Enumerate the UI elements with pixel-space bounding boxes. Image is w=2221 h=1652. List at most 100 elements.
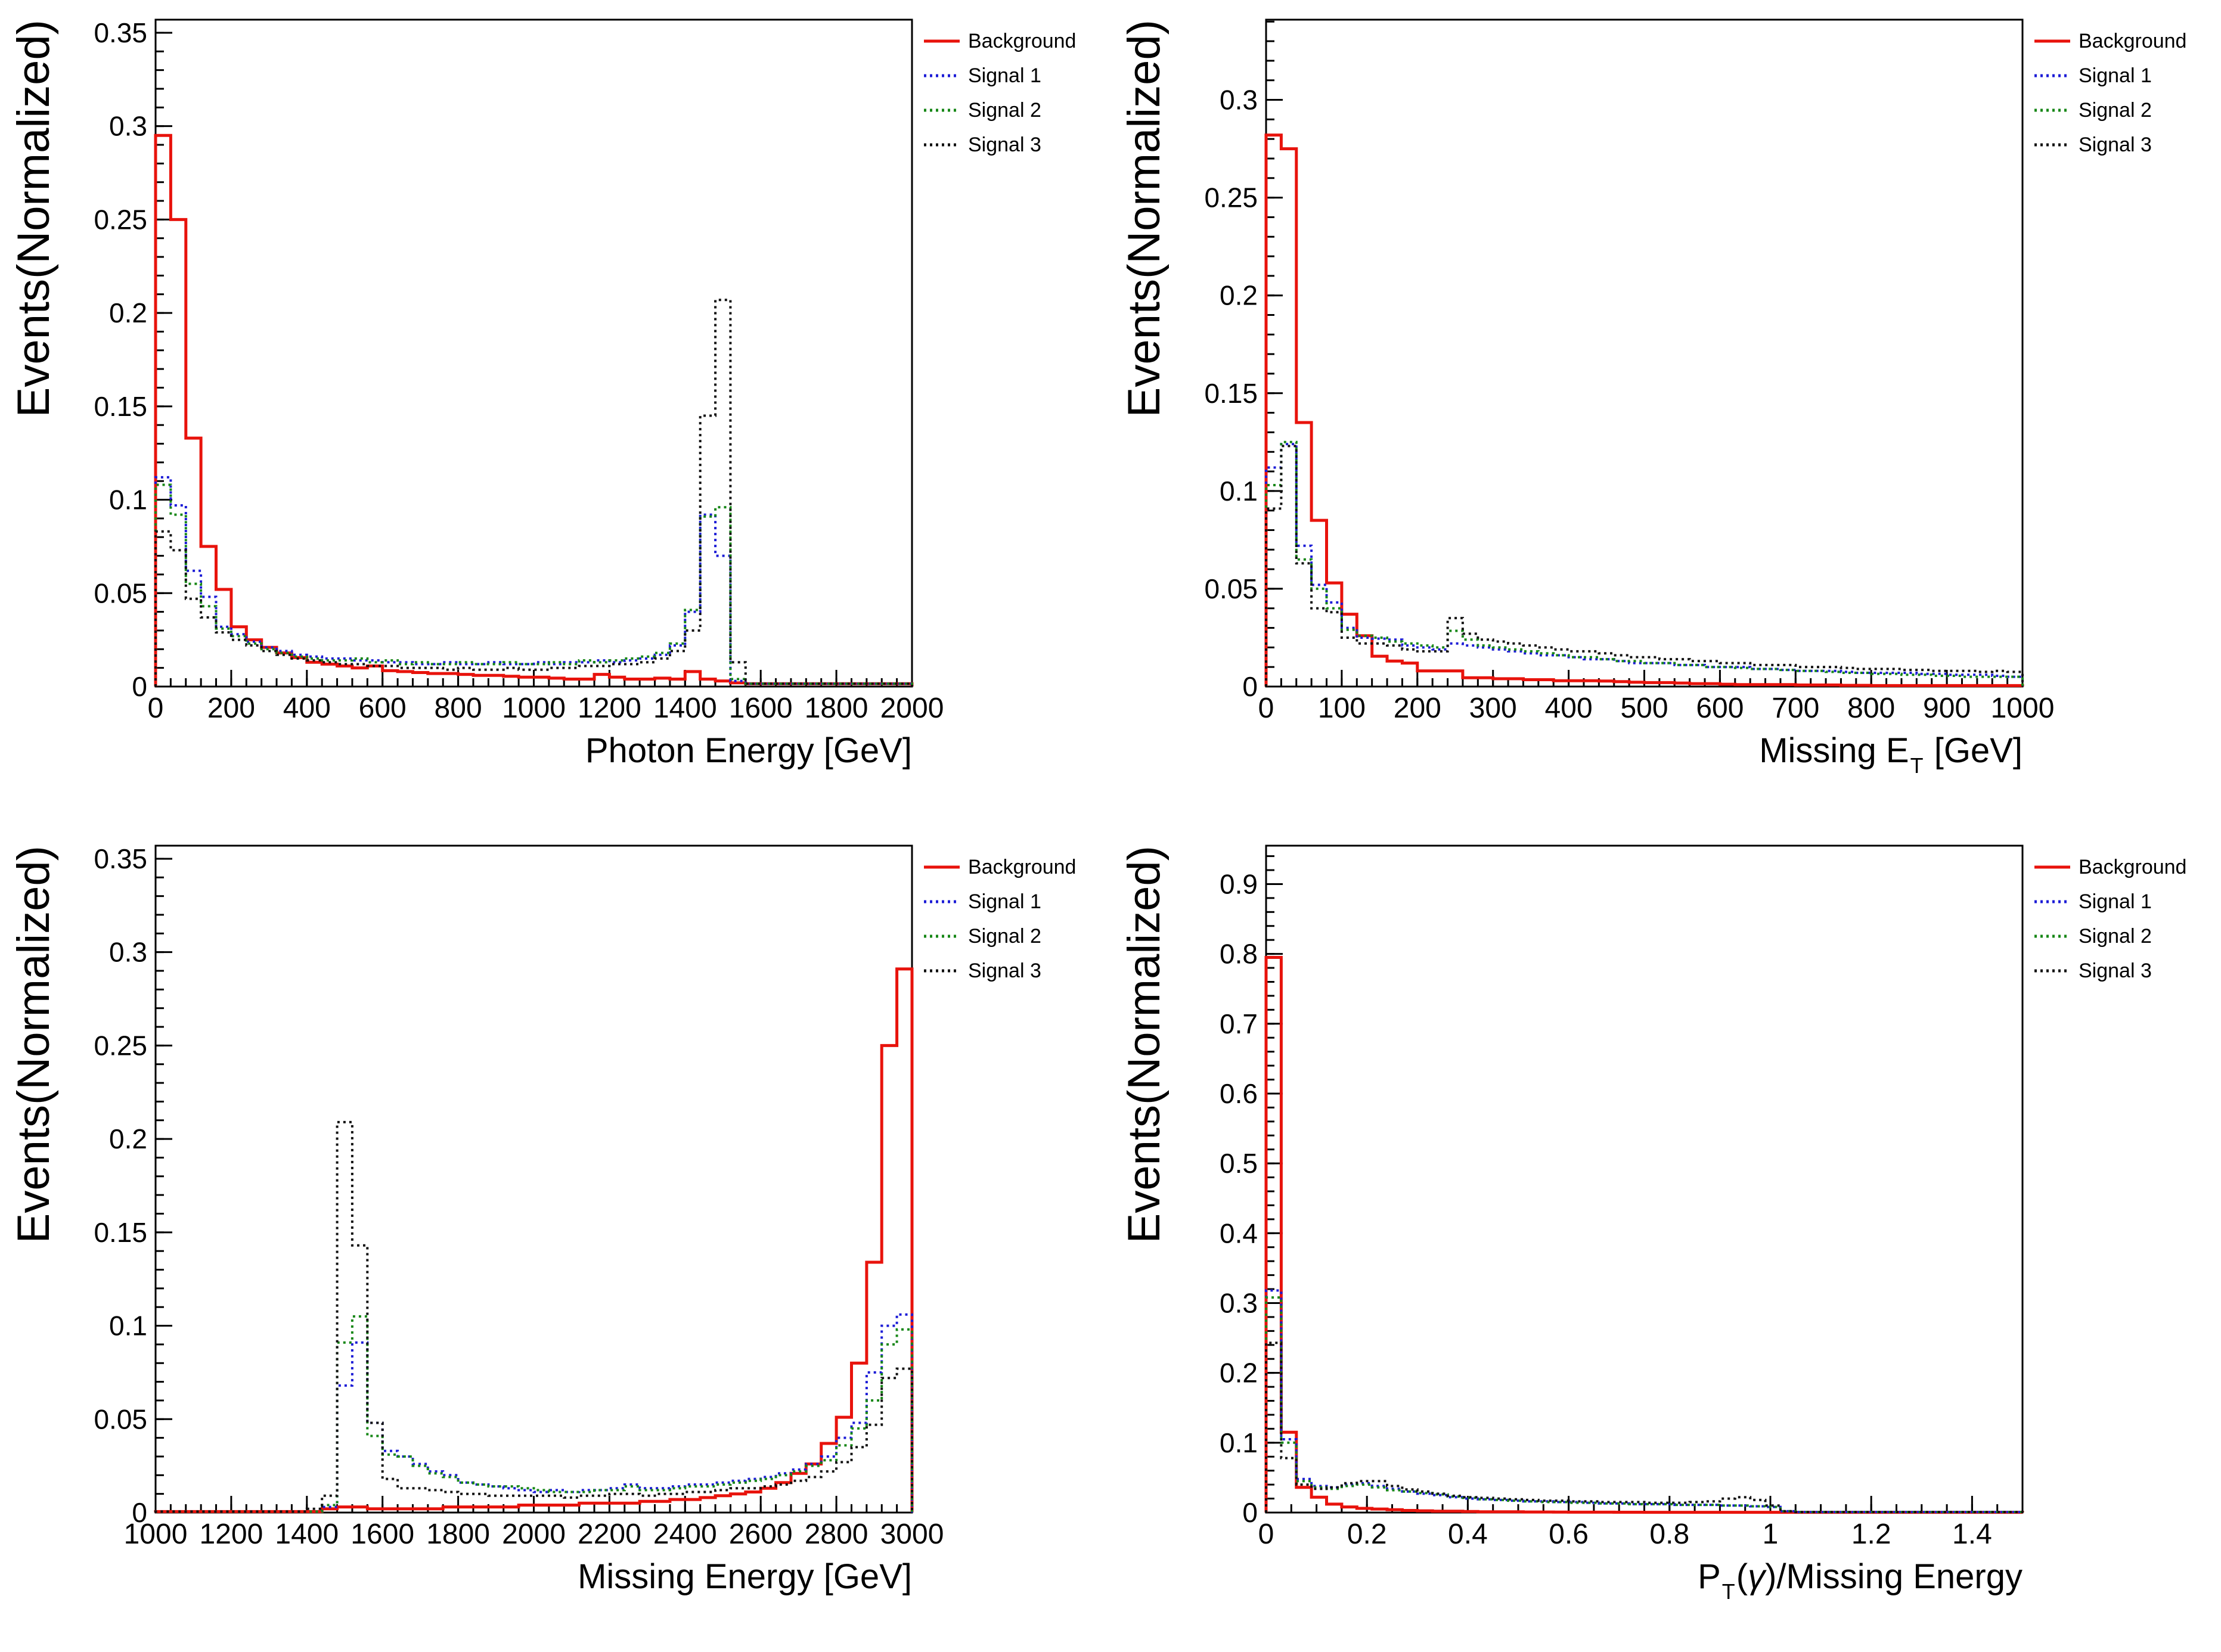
background-line-swatch <box>924 39 960 43</box>
x-tick-label: 1200 <box>200 1519 263 1550</box>
y-axis-title: Events(Normalized) <box>8 846 60 1513</box>
background-line-swatch <box>924 865 960 869</box>
y-tick-label: 0.2 <box>109 297 147 328</box>
x-axis-title-part: [GeV] <box>1924 731 2023 770</box>
x-axis: 0 100 200 300 400 500 600 700 800 900 1000 <box>1258 670 2054 724</box>
x-tick-label: 1000 <box>502 693 566 724</box>
x-axis: 0 200 400 600 800 1000 1200 1400 1600 1800 2000 <box>148 670 944 724</box>
legend-label-signal-3: Signal 3 <box>2079 959 2152 982</box>
y-tick-label: 0.2 <box>1220 1358 1258 1389</box>
legend-item-background: Background <box>923 855 1108 880</box>
y-tick-label: 0.25 <box>94 1030 147 1061</box>
x-tick-label: 0.2 <box>1347 1519 1387 1550</box>
x-tick-label: 400 <box>1545 693 1593 724</box>
x-axis-title-part: )/Missing Energy <box>1765 1557 2023 1596</box>
legend-label-signal-2: Signal 2 <box>2079 98 2152 122</box>
series-signal-3 <box>1265 445 2024 687</box>
series-background <box>1264 956 2024 1514</box>
y-tick-label: 0 <box>1242 1497 1258 1528</box>
x-tick-label: 1800 <box>805 693 868 724</box>
legend-item-background: Background <box>2033 855 2218 880</box>
pt-ratio-histogram: 0 0.2 0.4 0.6 0.8 1 1.2 1.400.10.20.30.40.50.60… <box>1220 844 2024 1550</box>
panel-photon-energy: 0 200 400 600 800 1000 1200 1400 1600 1800 2000 0 0.… <box>0 0 1110 826</box>
x-axis-title-part: Photon Energy [GeV] <box>585 731 912 770</box>
series-signal-2 <box>154 1315 913 1513</box>
series-signal-3 <box>1265 1342 2024 1514</box>
x-axis-title-part: γ <box>1748 1557 1766 1596</box>
x-tick-label: 0 <box>1258 693 1274 724</box>
y-tick-label: 0.4 <box>1220 1218 1258 1249</box>
y-axis-title: Events(Normalized) <box>1119 846 1170 1513</box>
panel-missing-energy: 1000 1200 1400 1600 1800 2000 2200 2400 2600 2800… <box>0 826 1110 1652</box>
x-axis: 1000 1200 1400 1600 1800 2000 2200 2400 2600 2800… <box>124 1496 944 1550</box>
y-tick-label: 0.15 <box>94 391 147 422</box>
legend-label-signal-3: Signal 3 <box>968 133 1041 156</box>
x-tick-label: 400 <box>283 693 331 724</box>
missing-et-histogram: 0 100 200 300 400 500 600 700 800 900 1000 0 0.05 0.1… <box>1204 18 2054 724</box>
y-tick-label: 0 <box>1242 671 1258 702</box>
y-tick-label: 0.1 <box>109 485 147 516</box>
x-tick-label: 1400 <box>653 693 717 724</box>
y-tick-label: 0.6 <box>1220 1078 1258 1109</box>
legend: Background Signal 1 Signal 2 Signal 3 <box>923 855 1108 983</box>
y-tick-label: 0.5 <box>1220 1148 1258 1179</box>
y-tick-label: 0.25 <box>94 204 147 235</box>
legend-label-signal-2: Signal 2 <box>968 924 1041 948</box>
y-tick-label: 0.3 <box>109 111 147 142</box>
y-tick-label: 0.9 <box>1220 868 1258 899</box>
x-axis-title: Missing Energy [GeV] <box>156 1557 912 1597</box>
x-axis-title-part: T <box>1910 753 1924 778</box>
legend-label-signal-2: Signal 2 <box>968 98 1041 122</box>
series-signal-1 <box>1265 1289 2024 1514</box>
legend-item-signal-2: Signal 2 <box>923 924 1108 949</box>
legend-item-background: Background <box>923 29 1108 54</box>
y-tick-label: 0 <box>132 1497 147 1528</box>
x-tick-label: 1200 <box>578 693 641 724</box>
y-axis-title: Events(Normalized) <box>8 20 60 687</box>
x-axis-title: Missing ET [GeV] <box>1266 731 2023 778</box>
signal-3-line-swatch <box>924 969 960 973</box>
legend-label-signal-3: Signal 3 <box>2079 133 2152 156</box>
x-tick-label: 0 <box>148 693 164 724</box>
x-tick-label: 0 <box>1258 1519 1274 1550</box>
signal-1-line-swatch <box>2034 900 2070 903</box>
series-signal-2 <box>154 483 913 687</box>
legend-item-signal-3: Signal 3 <box>2033 132 2218 157</box>
signal-1-line-swatch <box>924 900 960 903</box>
legend-item-signal-2: Signal 2 <box>2033 98 2218 123</box>
x-tick-label: 2000 <box>502 1519 566 1550</box>
y-tick-label: 0.3 <box>109 937 147 968</box>
x-tick-label: 0.6 <box>1549 1519 1589 1550</box>
y-tick-label: 0.35 <box>94 843 147 874</box>
y-axis-title-text: Events(Normalized) <box>8 20 59 418</box>
y-tick-label: 0.2 <box>109 1123 147 1154</box>
legend-item-signal-3: Signal 3 <box>923 958 1108 983</box>
legend-item-signal-1: Signal 1 <box>2033 889 2218 914</box>
legend-label-background: Background <box>2079 29 2187 52</box>
y-tick-label: 0.05 <box>1204 573 1258 604</box>
legend-label-background: Background <box>968 29 1077 52</box>
series-signal-1 <box>1265 443 2024 687</box>
x-tick-label: 800 <box>1847 693 1895 724</box>
x-tick-label: 1800 <box>426 1519 490 1550</box>
y-axis-title-text: Events(Normalized) <box>8 846 59 1244</box>
legend-item-signal-2: Signal 2 <box>2033 924 2218 949</box>
y-axis: 0 0.05 0.1 0.15 0.2 0.25 0.3 0.35 <box>94 843 172 1528</box>
y-axis-title-text: Events(Normalized) <box>1119 846 1170 1244</box>
signal-3-line-swatch <box>2034 143 2070 147</box>
series-signal-1 <box>154 1313 913 1513</box>
x-axis-title-part: ( <box>1736 1557 1748 1596</box>
series-background <box>154 133 914 687</box>
y-tick-label: 0.1 <box>1220 476 1258 507</box>
x-tick-label: 1.2 <box>1851 1519 1891 1550</box>
background-line-swatch <box>2034 39 2070 43</box>
y-axis: 0 0.05 0.1 0.15 0.2 0.25 0.3 0.35 <box>94 17 172 702</box>
x-tick-label: 1 <box>1763 1519 1779 1550</box>
x-axis-title-part: Missing E <box>1759 731 1909 770</box>
legend-label-signal-1: Signal 1 <box>2079 890 2152 913</box>
legend-label-signal-1: Signal 1 <box>968 64 1041 87</box>
x-tick-label: 200 <box>1394 693 1441 724</box>
series-background <box>1264 133 2024 687</box>
legend-item-signal-3: Signal 3 <box>923 132 1108 157</box>
